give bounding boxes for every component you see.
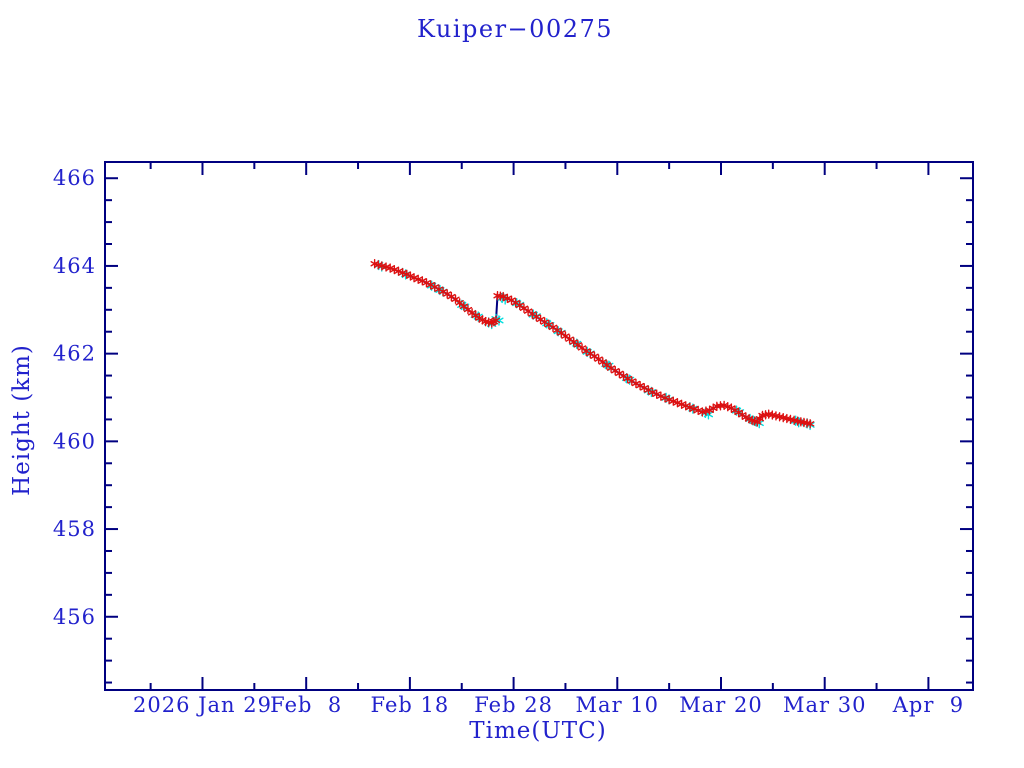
data-marker-red	[463, 304, 473, 315]
data-marker-red	[394, 266, 403, 276]
data-marker-red	[455, 298, 464, 308]
data-marker-red	[681, 401, 690, 411]
x-tick-label: Mar 30	[783, 693, 866, 717]
chart-title: Kuiper−00275	[416, 15, 614, 43]
y-tick-label: 458	[53, 517, 96, 541]
data-marker-red	[381, 262, 391, 272]
data-marker-red	[673, 398, 682, 408]
data-marker-red	[414, 274, 423, 285]
x-tick-label: Feb 28	[474, 693, 553, 717]
plot-frame	[104, 161, 974, 691]
x-tick-label: Mar 10	[576, 693, 659, 717]
x-tick-label: Mar 20	[679, 693, 762, 717]
y-tick-label: 466	[53, 166, 96, 190]
data-marker-red	[694, 405, 703, 416]
data-marker-red	[806, 419, 815, 429]
data-marker-red	[664, 394, 674, 405]
data-marker-red	[451, 294, 460, 304]
data-marker-red	[615, 368, 624, 379]
data-marker-red	[409, 273, 419, 283]
y-tick-label: 460	[53, 429, 96, 453]
data-marker-red	[677, 399, 686, 409]
y-tick-label: 464	[53, 254, 96, 278]
x-tick-label: Feb 8	[270, 693, 342, 717]
data-marker-red	[386, 263, 395, 273]
data-marker-red	[491, 315, 501, 326]
data-marker-red	[377, 261, 387, 271]
data-marker-red	[390, 264, 399, 275]
data-marker-red	[459, 301, 468, 311]
data-marker-red	[669, 396, 678, 406]
y-tick-label: 456	[53, 605, 96, 629]
data-marker-red	[398, 268, 407, 278]
data-marker-red	[447, 291, 456, 302]
x-tick-label: Feb 18	[371, 693, 450, 717]
data-marker-red	[685, 402, 695, 413]
x-tick-label: Apr 9	[892, 693, 964, 717]
x-axis-title: Time(UTC)	[469, 718, 607, 744]
x-tick-label: 2026 Jan 29	[133, 693, 272, 717]
y-tick-label: 462	[53, 342, 96, 366]
data-marker-red	[689, 404, 699, 414]
